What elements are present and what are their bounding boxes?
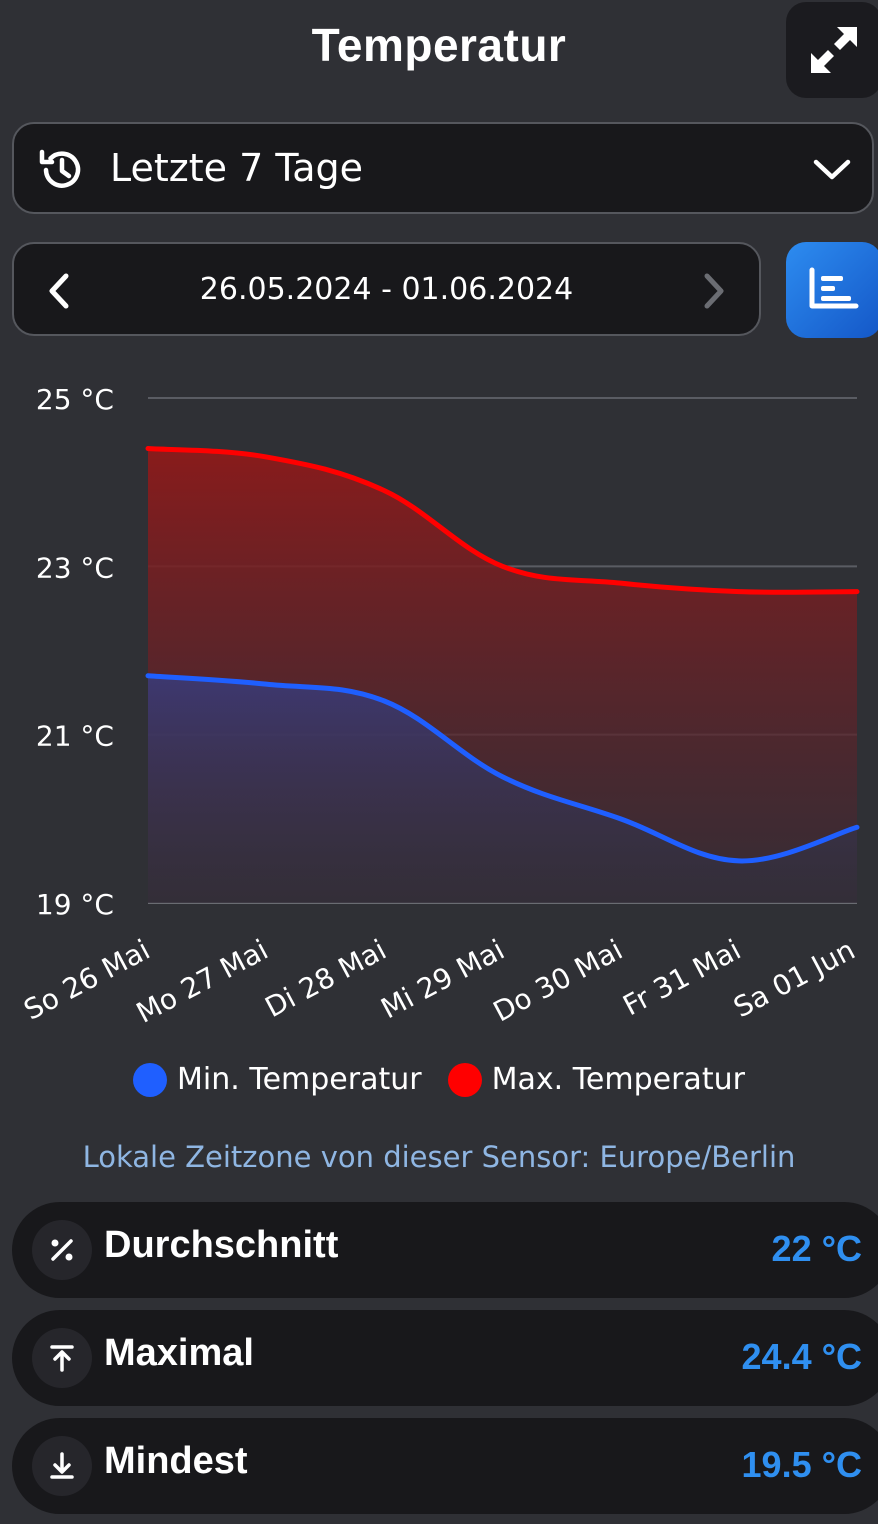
stat-average: Durchschnitt 22 °C bbox=[12, 1202, 878, 1298]
chevron-left-icon bbox=[49, 273, 69, 309]
legend-min-label: Min. Temperatur bbox=[177, 1062, 422, 1097]
bar-chart-icon bbox=[809, 267, 859, 309]
date-range-text: 26.05.2024 - 01.06.2024 bbox=[199, 272, 574, 307]
y-tick-label: 19 °C bbox=[36, 888, 114, 921]
arrow-down-bar-icon bbox=[32, 1436, 92, 1496]
y-tick-label: 23 °C bbox=[36, 551, 114, 584]
arrow-up-bar-icon bbox=[32, 1328, 92, 1388]
timezone-note: Lokale Zeitzone von dieser Sensor: Europ… bbox=[82, 1140, 796, 1174]
percent-icon bbox=[32, 1220, 92, 1280]
stat-value: 24.4 °C bbox=[741, 1336, 862, 1377]
x-tick-label: Fr 31 Mai bbox=[618, 933, 747, 1022]
stat-value: 19.5 °C bbox=[741, 1444, 862, 1485]
legend-item-min[interactable]: Min. Temperatur bbox=[133, 1062, 422, 1097]
max-series-line bbox=[145, 446, 860, 595]
history-icon bbox=[36, 144, 88, 200]
x-tick-label: Di 28 Mai bbox=[260, 933, 392, 1024]
time-range-label: Letzte 7 Tage bbox=[110, 146, 364, 190]
legend-item-max[interactable]: Max. Temperatur bbox=[447, 1062, 745, 1097]
x-tick-label: So 26 Mai bbox=[18, 933, 155, 1027]
stat-maximum: Maximal 24.4 °C bbox=[12, 1310, 878, 1406]
chart-type-button[interactable] bbox=[786, 242, 878, 338]
page-title: Temperatur bbox=[311, 19, 567, 71]
y-tick-label: 25 °C bbox=[36, 383, 114, 416]
min-series-line bbox=[145, 673, 860, 864]
x-tick-label: Mi 29 Mai bbox=[376, 933, 510, 1025]
stat-label: Mindest bbox=[104, 1440, 248, 1482]
previous-period-button[interactable] bbox=[44, 272, 74, 314]
x-tick-label: Do 30 Mai bbox=[488, 933, 628, 1028]
stat-label: Durchschnitt bbox=[104, 1224, 339, 1266]
min-series-swatch bbox=[133, 1062, 168, 1097]
expand-button[interactable] bbox=[786, 2, 878, 98]
stat-value: 22 °C bbox=[771, 1228, 862, 1269]
chevron-right-icon bbox=[704, 273, 724, 309]
next-period-button[interactable] bbox=[699, 272, 729, 314]
expand-icon bbox=[811, 27, 857, 73]
x-tick-label: Mo 27 Mai bbox=[131, 933, 273, 1030]
chart-legend: Min. Temperatur Max. Temperatur bbox=[0, 1062, 878, 1097]
chevron-down-icon bbox=[812, 152, 852, 190]
y-tick-label: 21 °C bbox=[36, 720, 114, 753]
max-series-swatch bbox=[447, 1062, 482, 1097]
x-tick-label: Sa 01 Jun bbox=[728, 933, 860, 1024]
stat-minimum: Mindest 19.5 °C bbox=[12, 1418, 878, 1514]
date-navigator: 26.05.2024 - 01.06.2024 bbox=[12, 242, 761, 336]
time-range-select[interactable]: Letzte 7 Tage bbox=[12, 122, 874, 214]
stat-label: Maximal bbox=[104, 1332, 254, 1374]
legend-max-label: Max. Temperatur bbox=[491, 1062, 745, 1097]
